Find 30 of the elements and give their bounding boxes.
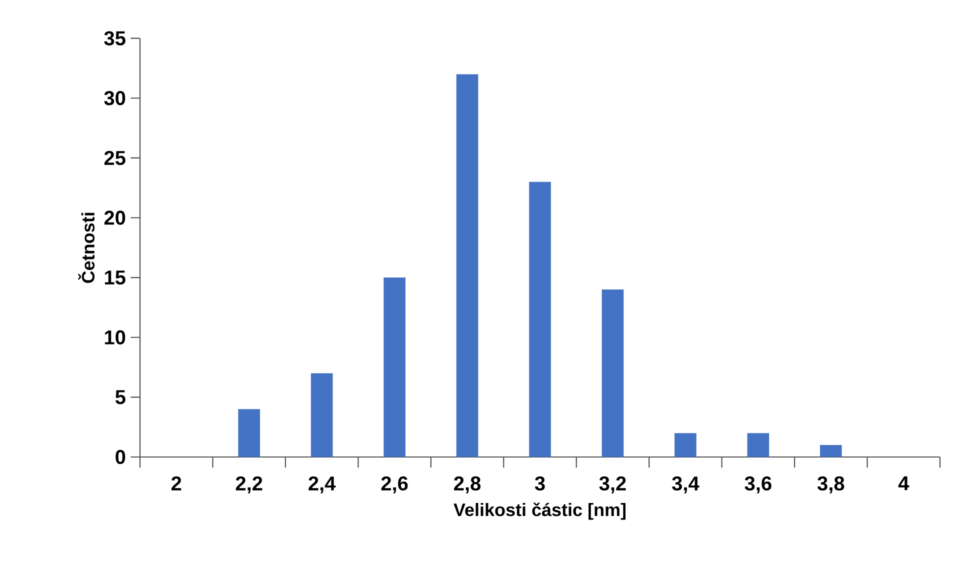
- bar: [674, 433, 696, 457]
- x-tick-label: 3,6: [744, 476, 772, 494]
- x-tick-label: 3: [534, 476, 545, 491]
- x-tick-label: 2,8: [454, 476, 481, 494]
- y-tick-label: 25: [104, 150, 126, 166]
- bar: [747, 433, 770, 457]
- bar: [384, 278, 406, 457]
- x-tick-label: 3,8: [817, 476, 844, 494]
- bar: [238, 409, 260, 457]
- y-tick-label: 20: [104, 210, 126, 225]
- y-tick-label: 35: [104, 31, 126, 46]
- y-tick-label: 15: [104, 270, 126, 285]
- x-tick-label: 2,4: [308, 476, 336, 494]
- bar: [820, 445, 842, 457]
- x-tick-label: 2,6: [381, 476, 408, 494]
- bar: [456, 74, 478, 457]
- bar: [529, 182, 551, 457]
- x-tick-label: 2,2: [236, 476, 262, 494]
- x-tick-label: 3,4: [672, 476, 700, 494]
- bar: [310, 373, 333, 457]
- bar: [602, 290, 624, 457]
- x-tick-label: 2: [172, 476, 182, 490]
- y-tick-label: 5: [115, 390, 126, 404]
- y-tick-label: 0: [116, 450, 126, 464]
- x-tick-label: 3,2: [599, 476, 626, 494]
- y-tick-label: 30: [104, 91, 126, 106]
- y-tick-label: 10: [104, 330, 126, 344]
- y-axis-title: Četnosti: [78, 212, 95, 283]
- x-tick-label: 4: [898, 476, 910, 490]
- x-axis-title: Velikosti částic [nm]: [454, 502, 626, 520]
